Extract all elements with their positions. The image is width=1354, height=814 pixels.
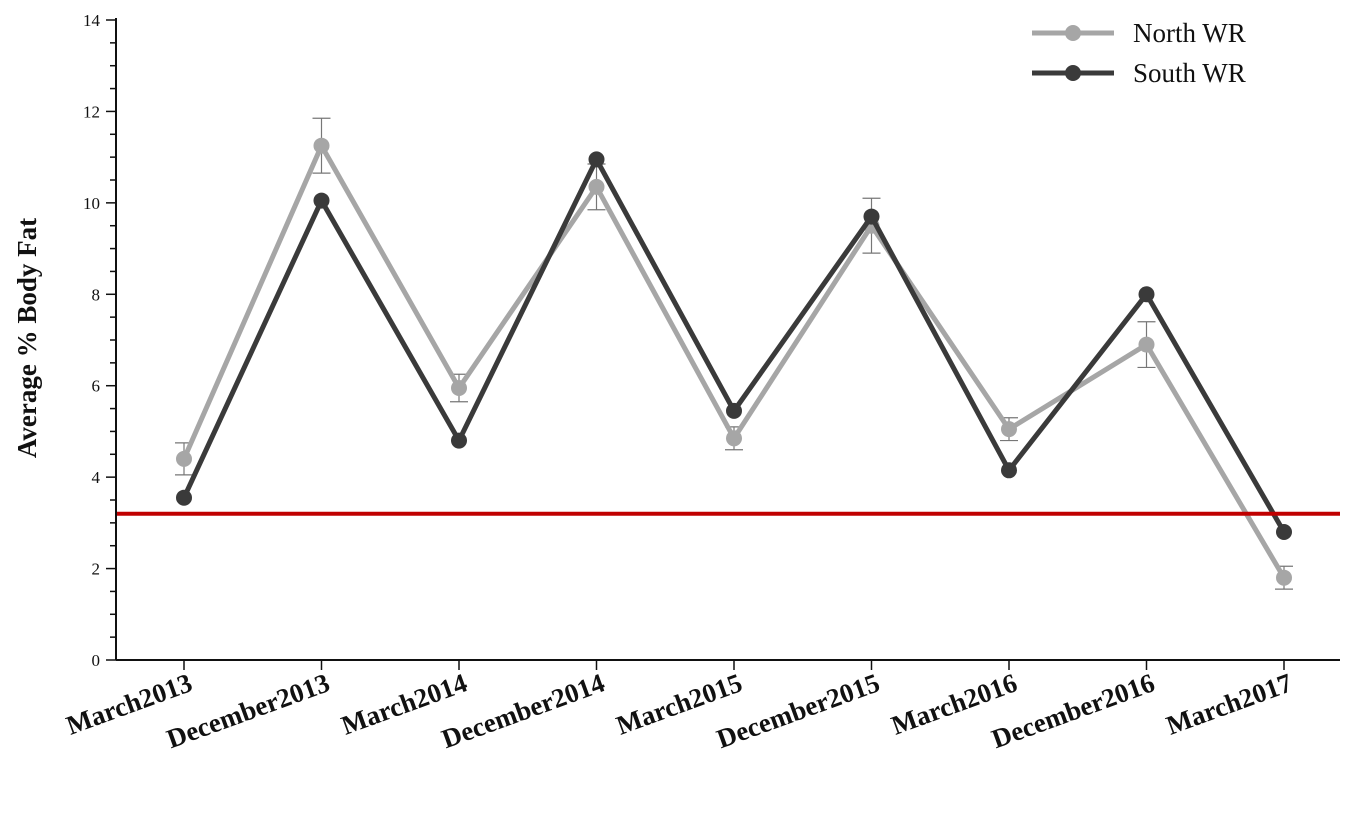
- data-point-north-wr: [176, 450, 192, 467]
- data-point-north-wr: [451, 380, 467, 396]
- series-line-south-wr: [181, 153, 1287, 534]
- error-bars: [175, 117, 1293, 590]
- data-point-north-wr: [1138, 336, 1155, 353]
- data-point-south-wr: [1001, 462, 1017, 479]
- y-tick-label: 6: [92, 377, 101, 396]
- y-tick-label: 4: [92, 468, 101, 487]
- y-tick-label: 2: [92, 560, 101, 579]
- data-point-south-wr: [451, 432, 467, 449]
- data-point-north-wr: [1001, 421, 1017, 438]
- legend-label: South WR: [1133, 58, 1246, 88]
- data-point-north-wr: [726, 430, 742, 447]
- data-point-south-wr: [588, 151, 605, 168]
- data-point-south-wr: [313, 192, 330, 209]
- legend-marker: [1065, 65, 1081, 81]
- data-point-south-wr: [1276, 524, 1292, 540]
- data-point-north-wr: [588, 178, 605, 195]
- series-layer: [176, 137, 1292, 586]
- x-tick-label: March2017: [1162, 667, 1296, 740]
- legend-marker: [1065, 25, 1081, 41]
- data-point-south-wr: [176, 489, 192, 506]
- data-point-south-wr: [726, 402, 742, 419]
- data-point-north-wr: [1276, 569, 1292, 586]
- y-tick-label: 14: [83, 11, 101, 30]
- data-point-north-wr: [313, 137, 330, 154]
- legend-label: North WR: [1133, 18, 1246, 48]
- data-point-south-wr: [1138, 286, 1155, 303]
- y-tick-label: 12: [83, 102, 100, 121]
- y-tick-label: 0: [92, 651, 101, 670]
- data-point-south-wr: [863, 208, 880, 225]
- y-tick-label: 8: [92, 285, 101, 304]
- legend: North WR South WR: [1032, 18, 1246, 88]
- y-axis-title: Average % Body Fat: [12, 218, 42, 458]
- y-tick-label: 10: [83, 194, 100, 213]
